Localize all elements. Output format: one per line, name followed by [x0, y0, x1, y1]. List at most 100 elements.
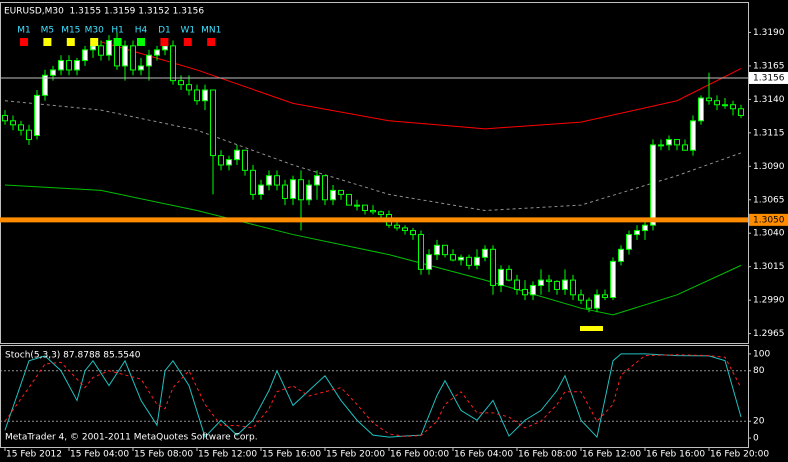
- candle-body: [690, 120, 696, 151]
- timeframe-label[interactable]: M5: [41, 26, 55, 36]
- y-tick-label: 1.3140: [753, 95, 785, 105]
- candle-body: [610, 260, 616, 298]
- candle-body: [354, 204, 360, 207]
- timeframe-marker[interactable]: [207, 38, 216, 46]
- candle-body: [530, 284, 536, 296]
- candle-body: [290, 179, 296, 199]
- candle-body: [178, 80, 184, 86]
- candle-body: [330, 189, 336, 201]
- x-tick-label: 15 Feb 04:00: [70, 450, 129, 460]
- candle-body: [426, 254, 432, 270]
- candle-body: [514, 279, 520, 290]
- candle-body: [362, 204, 368, 211]
- price-label: 1.3156: [753, 73, 785, 83]
- candle-body: [434, 244, 440, 256]
- candle-body: [130, 45, 136, 71]
- candle-body: [626, 234, 632, 250]
- candle-body: [674, 139, 680, 146]
- copyright: MetaTrader 4, © 2001-2011 MetaQuotes Sof…: [5, 433, 258, 443]
- x-tick-label: 16 Feb 00:00: [390, 450, 449, 460]
- candle-body: [298, 179, 304, 201]
- candle-body: [98, 45, 104, 56]
- candle-body: [450, 254, 456, 261]
- price-label: 1.3050: [753, 215, 785, 225]
- candle-body: [538, 279, 544, 286]
- candle-body: [106, 39, 112, 56]
- candle-body: [466, 256, 472, 266]
- candle-body: [218, 155, 224, 166]
- x-tick-label: 15 Feb 20:00: [326, 450, 385, 460]
- timeframe-marker[interactable]: [137, 38, 145, 46]
- candle-body: [314, 175, 320, 186]
- candle-body: [162, 45, 168, 51]
- candle-body: [322, 175, 328, 201]
- candle-body: [410, 230, 416, 236]
- candle-body: [306, 184, 312, 201]
- y-tick-label: 0: [753, 434, 759, 444]
- candle-body: [170, 45, 176, 82]
- timeframe-marker[interactable]: [66, 38, 75, 46]
- timeframe-label[interactable]: W1: [180, 26, 195, 36]
- candle-body: [698, 97, 704, 122]
- candle-body: [234, 149, 240, 161]
- candle-body: [490, 248, 496, 286]
- y-tick-label: 1.3090: [753, 162, 785, 172]
- chart-title: EURUSD,M30 1.3155 1.3159 1.3152 1.3156: [4, 7, 204, 17]
- candle-body: [506, 268, 512, 281]
- candle-body: [474, 256, 480, 266]
- indicator-line: [100, 41, 742, 130]
- timeframe-marker[interactable]: [160, 38, 169, 46]
- candle-body: [18, 124, 24, 131]
- candle-body: [26, 129, 32, 141]
- y-tick-label: 1.3165: [753, 61, 785, 71]
- plot-layer: [1, 32, 748, 439]
- candle-body: [34, 94, 40, 137]
- timeframe-marker[interactable]: [183, 38, 192, 46]
- candle-body: [666, 139, 672, 146]
- timeframe-label[interactable]: MN1: [201, 26, 221, 36]
- candle-body: [370, 209, 376, 213]
- x-tick-label: 15 Feb 08:00: [134, 450, 193, 460]
- candle-body: [554, 280, 560, 290]
- candle-body: [210, 89, 216, 157]
- candle-body: [50, 69, 56, 76]
- timeframe-label[interactable]: H4: [135, 26, 148, 36]
- timeframe-label[interactable]: M1: [17, 26, 31, 36]
- candle-body: [138, 65, 144, 71]
- timeframe-marker[interactable]: [90, 38, 99, 46]
- candle-body: [274, 175, 280, 186]
- candle-body: [202, 89, 208, 102]
- candle-body: [602, 294, 608, 298]
- timeframe-marker[interactable]: [113, 38, 122, 46]
- timeframe-label[interactable]: D1: [158, 26, 171, 36]
- candle-body: [714, 100, 720, 106]
- candle-body: [546, 279, 552, 282]
- pane: [1, 353, 748, 439]
- candle-body: [706, 97, 712, 102]
- candle-body: [258, 184, 264, 195]
- candle-body: [394, 224, 400, 229]
- timeframe-label[interactable]: M15: [61, 26, 80, 36]
- candle-body: [442, 244, 448, 256]
- x-tick-label: 16 Feb 12:00: [582, 450, 641, 460]
- candle-body: [658, 144, 664, 147]
- candle-body: [2, 114, 8, 122]
- timeframe-marker[interactable]: [20, 38, 28, 46]
- candle-body: [618, 248, 624, 262]
- price-label-box: [749, 213, 788, 226]
- timeframe-label[interactable]: H1: [111, 26, 124, 36]
- indicator-line: [4, 100, 742, 211]
- timeframe-label[interactable]: M30: [85, 26, 104, 36]
- candle-body: [66, 60, 72, 71]
- indicator-line: [4, 353, 742, 439]
- candle-body: [730, 104, 736, 110]
- stoch-pane-border: [0, 345, 749, 448]
- candle-body: [122, 45, 128, 67]
- indicator-line: [4, 184, 742, 316]
- candle-body: [82, 49, 88, 62]
- y-tick-label: 1.3015: [753, 262, 785, 272]
- x-tick-label: 15 Feb 12:00: [198, 450, 257, 460]
- candle-body: [642, 224, 648, 232]
- timeframe-marker[interactable]: [43, 38, 52, 46]
